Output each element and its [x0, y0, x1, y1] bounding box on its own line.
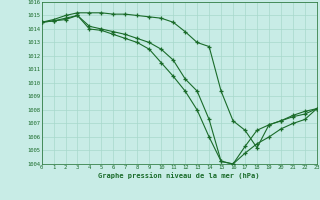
X-axis label: Graphe pression niveau de la mer (hPa): Graphe pression niveau de la mer (hPa) — [99, 172, 260, 179]
